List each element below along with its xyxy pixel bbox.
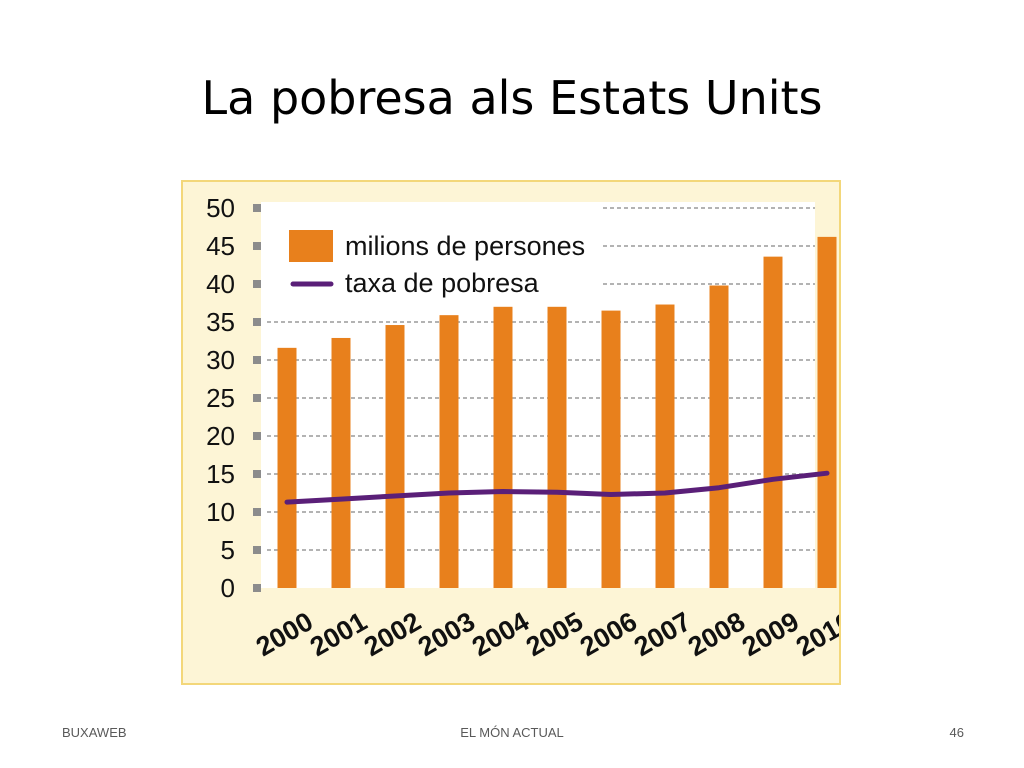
bar bbox=[709, 285, 729, 588]
y-tick-marker bbox=[253, 280, 261, 288]
y-tick-label: 15 bbox=[206, 459, 235, 489]
bar bbox=[331, 337, 351, 588]
x-tick-label: 2010 bbox=[791, 606, 839, 662]
footer-center-text: EL MÓN ACTUAL bbox=[460, 725, 564, 740]
y-tick-label: 5 bbox=[221, 535, 235, 565]
slide-number: 46 bbox=[949, 725, 964, 740]
y-tick-marker bbox=[253, 318, 261, 326]
bar bbox=[385, 325, 405, 588]
y-tick-marker bbox=[253, 394, 261, 402]
bar bbox=[817, 236, 837, 588]
y-tick-label: 10 bbox=[206, 497, 235, 527]
y-tick-label: 30 bbox=[206, 345, 235, 375]
y-tick-marker bbox=[253, 508, 261, 516]
slide-title: La pobresa als Estats Units bbox=[201, 71, 823, 125]
bar bbox=[277, 347, 297, 588]
y-tick-label: 0 bbox=[221, 573, 235, 603]
poverty-chart: 0 5 10 15 20 25 30 35 40 45 50 milions de persones t… bbox=[206, 193, 839, 662]
bar bbox=[601, 310, 621, 588]
poverty-rate-line bbox=[284, 470, 830, 505]
y-tick-marker bbox=[253, 432, 261, 440]
y-tick-marker bbox=[253, 470, 261, 478]
footer-left-text: BUXAWEB bbox=[62, 725, 127, 740]
y-tick-label: 20 bbox=[206, 421, 235, 451]
bar bbox=[547, 306, 567, 588]
y-tick-marker bbox=[253, 546, 261, 554]
chart-frame: 0 5 10 15 20 25 30 35 40 45 50 milions de persones t… bbox=[181, 180, 841, 685]
bar bbox=[763, 256, 783, 588]
y-tick-label: 45 bbox=[206, 231, 235, 261]
bar bbox=[439, 315, 459, 588]
legend-swatch-bars bbox=[289, 230, 333, 262]
bar bbox=[655, 304, 675, 588]
y-tick-marker bbox=[253, 356, 261, 364]
legend-label-bars: milions de persones bbox=[345, 231, 585, 261]
y-tick-label: 40 bbox=[206, 269, 235, 299]
y-tick-label: 50 bbox=[206, 193, 235, 223]
y-tick-label: 25 bbox=[206, 383, 235, 413]
y-tick-marker bbox=[253, 242, 261, 250]
y-tick-marker bbox=[253, 584, 261, 592]
legend-label-line: taxa de pobresa bbox=[345, 268, 540, 298]
bar bbox=[493, 306, 513, 588]
y-tick-marker bbox=[253, 204, 261, 212]
y-tick-label: 35 bbox=[206, 307, 235, 337]
